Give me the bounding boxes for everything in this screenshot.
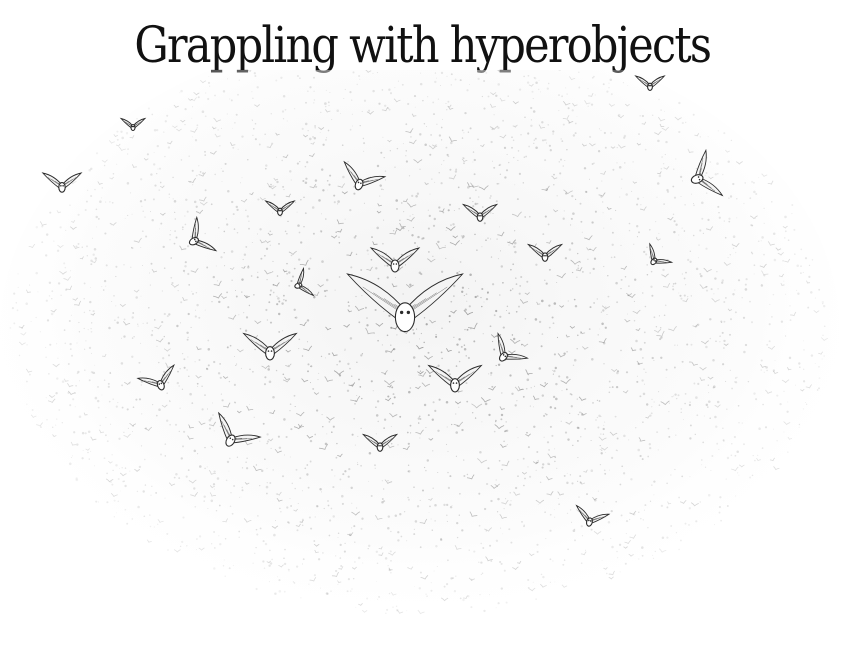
bird <box>526 243 564 262</box>
bird <box>119 117 147 132</box>
bird <box>217 411 262 447</box>
bird <box>461 203 499 222</box>
bird <box>497 332 529 362</box>
bird <box>188 215 218 252</box>
large-birds <box>41 75 724 527</box>
bird <box>690 148 724 197</box>
bird <box>634 75 666 91</box>
bird <box>242 332 298 361</box>
bird <box>136 364 175 391</box>
bird <box>369 247 421 273</box>
headline: Grappling with hyperobjects <box>134 16 712 74</box>
bird-swarm-illustration <box>0 70 840 630</box>
bird <box>649 242 674 266</box>
bird <box>41 172 83 193</box>
bird <box>264 200 296 216</box>
bird-specks <box>9 70 826 614</box>
bird <box>575 504 611 527</box>
bird <box>343 160 387 191</box>
bird <box>346 273 464 333</box>
bird <box>361 433 399 452</box>
bird <box>294 266 315 297</box>
bird <box>427 364 483 393</box>
swarm-haze <box>0 70 840 630</box>
